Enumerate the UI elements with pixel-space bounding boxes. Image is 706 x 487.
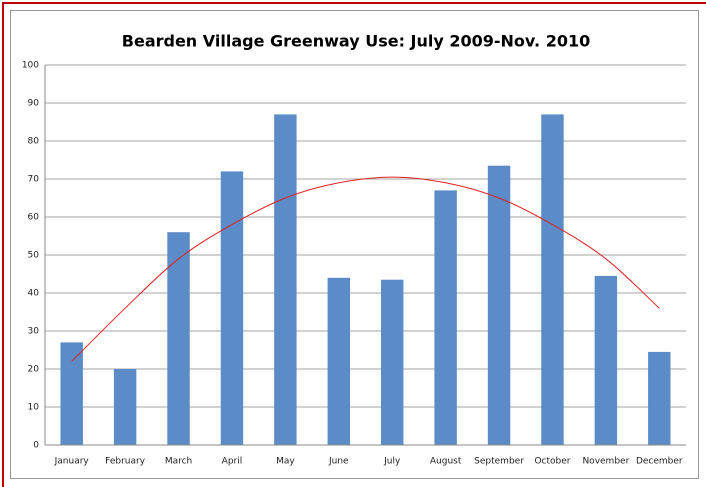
- bar: [167, 232, 190, 445]
- y-tick-label: 10: [28, 403, 40, 413]
- x-tick-label: April: [222, 457, 243, 467]
- bar: [648, 351, 671, 445]
- y-tick-label: 60: [28, 213, 40, 223]
- bar: [327, 277, 351, 445]
- x-tick-label: November: [582, 457, 629, 467]
- y-tick-label: 20: [28, 365, 40, 375]
- x-tick-label: January: [54, 457, 90, 467]
- x-tick-label: May: [276, 457, 295, 467]
- bar: [220, 171, 244, 445]
- bar: [60, 342, 83, 445]
- x-tick-label: February: [105, 457, 146, 467]
- chart-title: Bearden Village Greenway Use: July 2009-…: [122, 32, 590, 51]
- bar: [434, 190, 457, 445]
- x-tick-label: August: [430, 457, 462, 467]
- bar: [274, 114, 297, 446]
- x-tick-label: December: [636, 457, 683, 467]
- y-tick-label: 30: [28, 327, 40, 337]
- bar: [541, 114, 564, 446]
- y-tick-label: 40: [28, 289, 40, 299]
- bar: [380, 279, 404, 445]
- bar: [594, 275, 618, 445]
- y-tick-label: 0: [33, 441, 39, 451]
- chart-border: [10, 10, 699, 479]
- y-tick-label: 50: [28, 251, 40, 261]
- bar: [487, 165, 511, 445]
- x-tick-label: March: [165, 457, 192, 467]
- x-tick-label: June: [328, 457, 349, 467]
- y-tick-label: 70: [28, 175, 40, 185]
- y-tick-label: 80: [28, 137, 40, 147]
- trend-line: [71, 176, 660, 362]
- y-tick-label: 90: [28, 99, 40, 109]
- x-tick-label: September: [474, 457, 524, 467]
- bar: [113, 369, 137, 445]
- x-tick-label: October: [534, 457, 570, 467]
- y-tick-label: 100: [22, 61, 39, 71]
- x-tick-label: July: [383, 457, 401, 467]
